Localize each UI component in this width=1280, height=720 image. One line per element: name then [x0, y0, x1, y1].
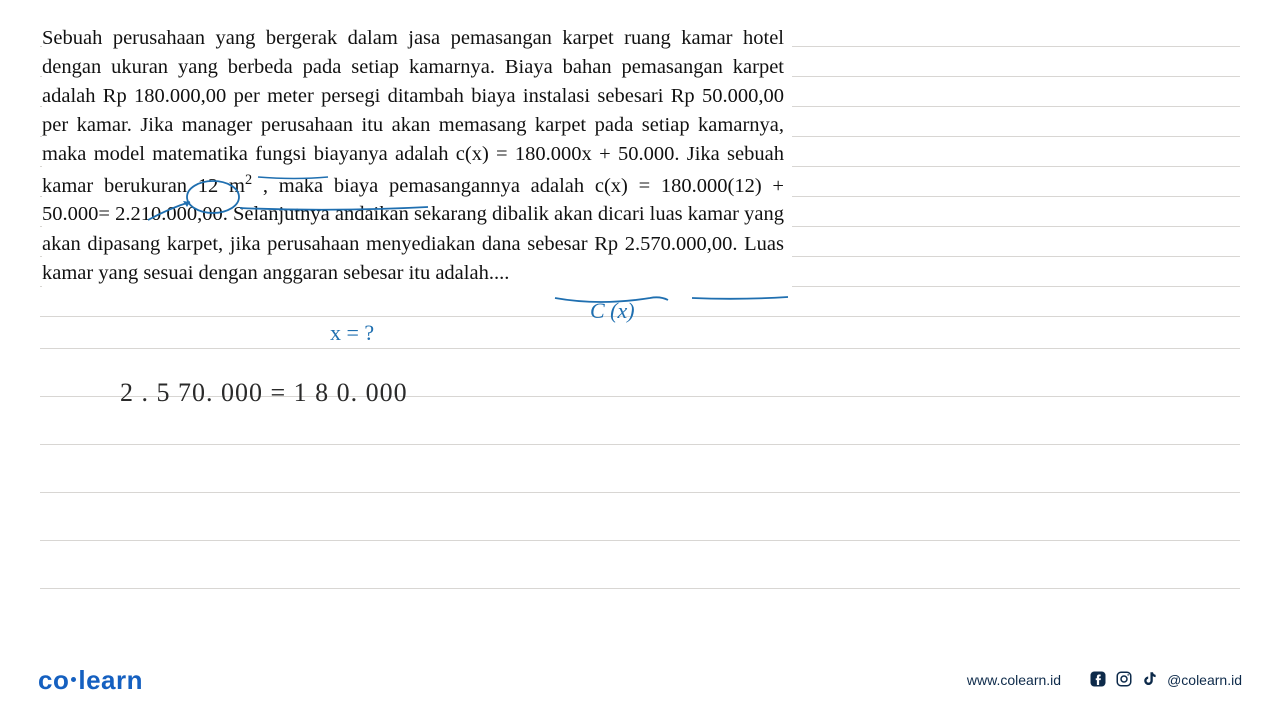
logo-dot-icon [71, 677, 76, 682]
tiktok-icon[interactable] [1141, 670, 1159, 691]
instagram-icon[interactable] [1115, 670, 1133, 691]
social-group: @colearn.id [1089, 670, 1242, 691]
page-root: Sebuah perusahaan yang bergerak dalam ja… [0, 0, 1280, 720]
footer-bar: colearn www.colearn.id @colearn.id [0, 650, 1280, 720]
social-handle: @colearn.id [1167, 672, 1242, 688]
problem-text: Sebuah perusahaan yang bergerak dalam ja… [42, 24, 792, 288]
brand-logo: colearn [38, 665, 143, 696]
site-link[interactable]: www.colearn.id [967, 672, 1061, 688]
logo-text-secondary: learn [78, 665, 143, 695]
footer-right: www.colearn.id @colearn.id [967, 670, 1242, 691]
facebook-icon[interactable] [1089, 670, 1107, 691]
logo-text-primary: co [38, 665, 69, 695]
